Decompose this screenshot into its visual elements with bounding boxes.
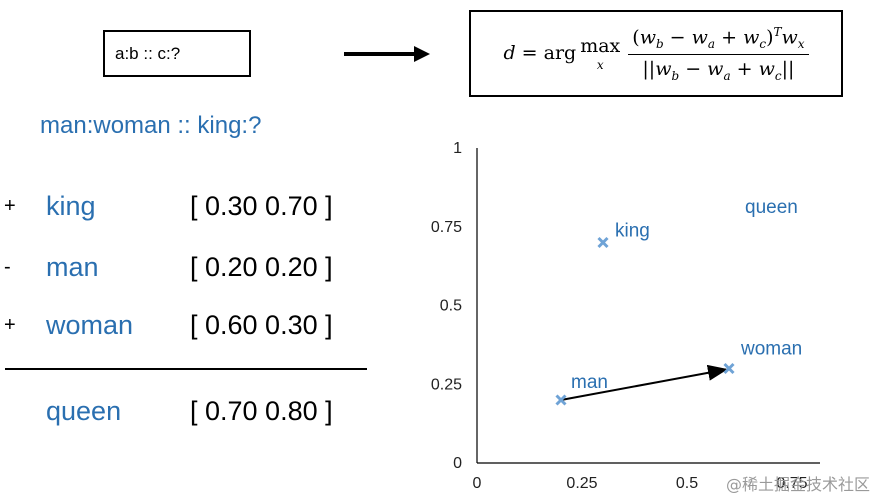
operator: + [4,195,16,217]
watermark-text: @稀土掘金技术社区 [726,475,871,494]
x-tick-label: 0.75 [776,475,807,492]
vector-arrow [560,364,728,401]
sum-divider [5,368,367,370]
vector-value: [ 0.30 0.70 ] [190,191,333,221]
argmax-formula: d = arg max x (wb − wa + wc)Twx ||wb − wa… [503,25,809,82]
analogy-text: a:b :: c:? [115,43,181,63]
y-tick-label: 0 [453,455,462,472]
point-marker-king [597,236,609,249]
y-tick-label: 0.75 [431,219,462,236]
operator: - [4,256,11,278]
y-tick-label: 0.5 [440,298,462,315]
vector-value: [ 0.20 0.20 ] [190,252,333,282]
word-vector-scatter-chart: 00.250.50.751 00.250.50.751 kingmanwoman… [431,140,820,492]
point-marker-man [555,394,567,406]
word-label: man [46,252,99,282]
point-label-queen: queen [745,197,798,218]
y-tick-label: 1 [453,140,462,157]
analogy-example: man:woman :: king:? [40,112,262,139]
vector-value: [ 0.60 0.30 ] [190,310,333,340]
word-label: king [46,191,96,221]
y-tick-label: 0.25 [431,376,462,393]
result-vector: [ 0.70 0.80 ] [190,396,333,426]
point-marker-woman [723,362,735,375]
point-label-king: king [615,221,650,242]
x-tick-label: 0.25 [566,475,597,492]
x-tick-label: 0.5 [676,475,698,492]
result-word: queen [46,396,122,426]
x-tick-label: 0 [473,475,482,492]
word-label: woman [46,310,134,340]
right-arrow-icon [344,46,430,62]
point-label-woman: woman [740,339,802,360]
point-label-man: man [571,372,608,393]
operator: + [4,314,16,336]
formula-box: d = arg max x (wb − wa + wc)Twx ||wb − wa… [469,10,843,97]
analogy-box: a:b :: c:? [103,30,251,77]
